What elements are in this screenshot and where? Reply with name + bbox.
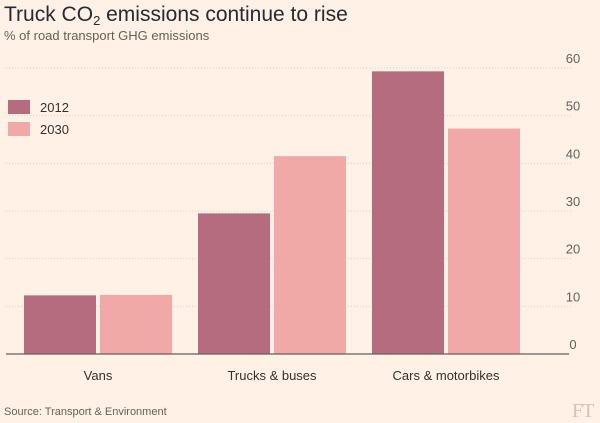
y-tick-label: 10 xyxy=(566,289,580,304)
x-tick-label: Vans xyxy=(84,368,113,383)
source-note: Source: Transport & Environment xyxy=(4,406,167,418)
chart-title-rest: emissions continue to rise xyxy=(100,3,348,26)
y-tick-label: 50 xyxy=(566,99,580,114)
chart-subtitle: % of road transport GHG emissions xyxy=(4,28,210,43)
chart-title: Truck CO2 emissions continue to rise xyxy=(4,2,348,28)
legend-swatch-2030 xyxy=(8,122,30,136)
y-tick-label: 0 xyxy=(569,337,576,352)
y-tick-label: 20 xyxy=(566,242,580,257)
legend-label: 2012 xyxy=(40,100,69,115)
bar-2012-1 xyxy=(198,213,270,354)
chart-title-subscript: 2 xyxy=(93,13,101,28)
x-tick-label: Cars & motorbikes xyxy=(393,368,500,383)
y-tick-label: 30 xyxy=(566,194,580,209)
ft-logo: FT xyxy=(572,400,594,422)
bar-2030-2 xyxy=(448,128,520,354)
y-tick-label: 40 xyxy=(566,146,580,161)
y-tick-label: 60 xyxy=(566,51,580,66)
legend-label: 2030 xyxy=(40,122,69,137)
chart-title-main: Truck CO xyxy=(4,3,94,26)
bar-2030-1 xyxy=(274,156,346,354)
bar-2012-0 xyxy=(24,295,96,354)
legend-swatch-2012 xyxy=(8,100,30,114)
bar-2030-0 xyxy=(100,294,172,354)
x-tick-label: Trucks & buses xyxy=(227,368,317,383)
bar-2012-2 xyxy=(372,71,444,354)
